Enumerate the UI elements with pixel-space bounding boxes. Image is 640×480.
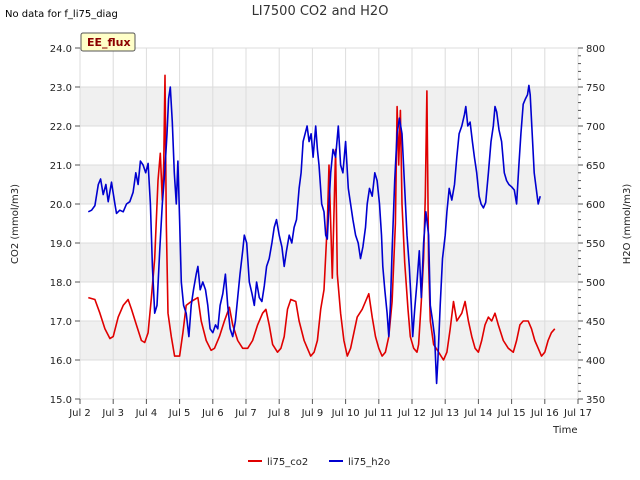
no-data-note: No data for f_li75_diag [5,9,118,20]
y-axis-right: 350 400 450 500 550 600 650 700 750 800 [578,44,605,406]
y-left-tick-label: 16.0 [50,356,72,367]
y-left-tick-label: 24.0 [50,44,72,55]
y-right-tick-label: 600 [586,200,605,211]
x-tick-label: Jul 10 [331,408,360,419]
y-left-tick-label: 23.0 [50,83,72,94]
grid-band [80,243,578,282]
y-left-tick-label: 19.0 [50,239,72,250]
y-left-tick-label: 20.0 [50,200,72,211]
y-right-tick-label: 400 [586,356,605,367]
legend-h2o-label: li75_h2o [348,457,390,468]
y-right-tick-label: 550 [586,239,605,250]
x-tick-label: Jul 14 [463,408,492,419]
li75_co2-line [88,74,556,361]
y-left-tick-label: 15.0 [50,395,72,406]
x-tick-label: Jul 13 [430,408,459,419]
ee-flux-badge-box [80,32,136,52]
y-right-tick-label: 450 [586,317,605,328]
x-tick-label: Jul 17 [563,408,592,419]
legend: li75_co2 li75_h2o [248,457,390,468]
x-tick-label: Jul 3 [101,408,124,419]
y-axis-left-label: CO2 (mmol/m3) [10,184,21,264]
y-right-tick-label: 350 [586,395,605,406]
y-right-tick-label: 800 [586,44,605,55]
y-axis-left: 15.0 16.0 17.0 18.0 19.0 20.0 21.0 22.0 23.0 24.0 [50,44,80,406]
y-right-tick-label: 700 [586,122,605,133]
legend-co2-label: li75_co2 [267,457,308,468]
x-tick-label: Jul 7 [234,408,257,419]
y-left-tick-label: 22.0 [50,122,72,133]
x-axis: Jul 2 Jul 3 Jul 4 Jul 5 Jul 6 Jul 7 Jul 8 Jul 9… [68,399,592,419]
x-tick-label: Jul 15 [497,408,526,419]
y-left-tick-label: 21.0 [50,161,72,172]
x-axis-label: Time [552,425,577,436]
li75_h2o-line [87,84,541,385]
y-right-tick-label: 650 [586,161,605,172]
ee-flux-badge-label: EE_flux [87,36,131,49]
grid-band [80,87,578,126]
x-tick-label: Jul 9 [301,408,324,419]
chart-title: LI7500 CO2 and H2O [252,4,389,19]
x-tick-label: Jul 5 [168,408,191,419]
x-tick-label: Jul 4 [135,408,158,419]
co2-series-group [88,74,556,361]
y-right-tick-label: 500 [586,278,605,289]
x-tick-label: Jul 12 [397,408,426,419]
grid-band [80,321,578,360]
x-tick-label: Jul 6 [201,408,224,419]
x-tick-label: Jul 2 [68,408,91,419]
y-left-tick-label: 18.0 [50,278,72,289]
y-right-tick-label: 750 [586,83,605,94]
x-tick-label: Jul 8 [267,408,290,419]
plot-area-frame [79,47,579,400]
x-tick-label: Jul 16 [530,408,559,419]
ee-flux-badge: EE_flux [80,32,136,52]
y-axis-right-label: H2O (mmol/m3) [622,184,633,265]
y-left-tick-label: 17.0 [50,317,72,328]
h2o-series-group [87,84,541,385]
x-tick-label: Jul 11 [364,408,393,419]
